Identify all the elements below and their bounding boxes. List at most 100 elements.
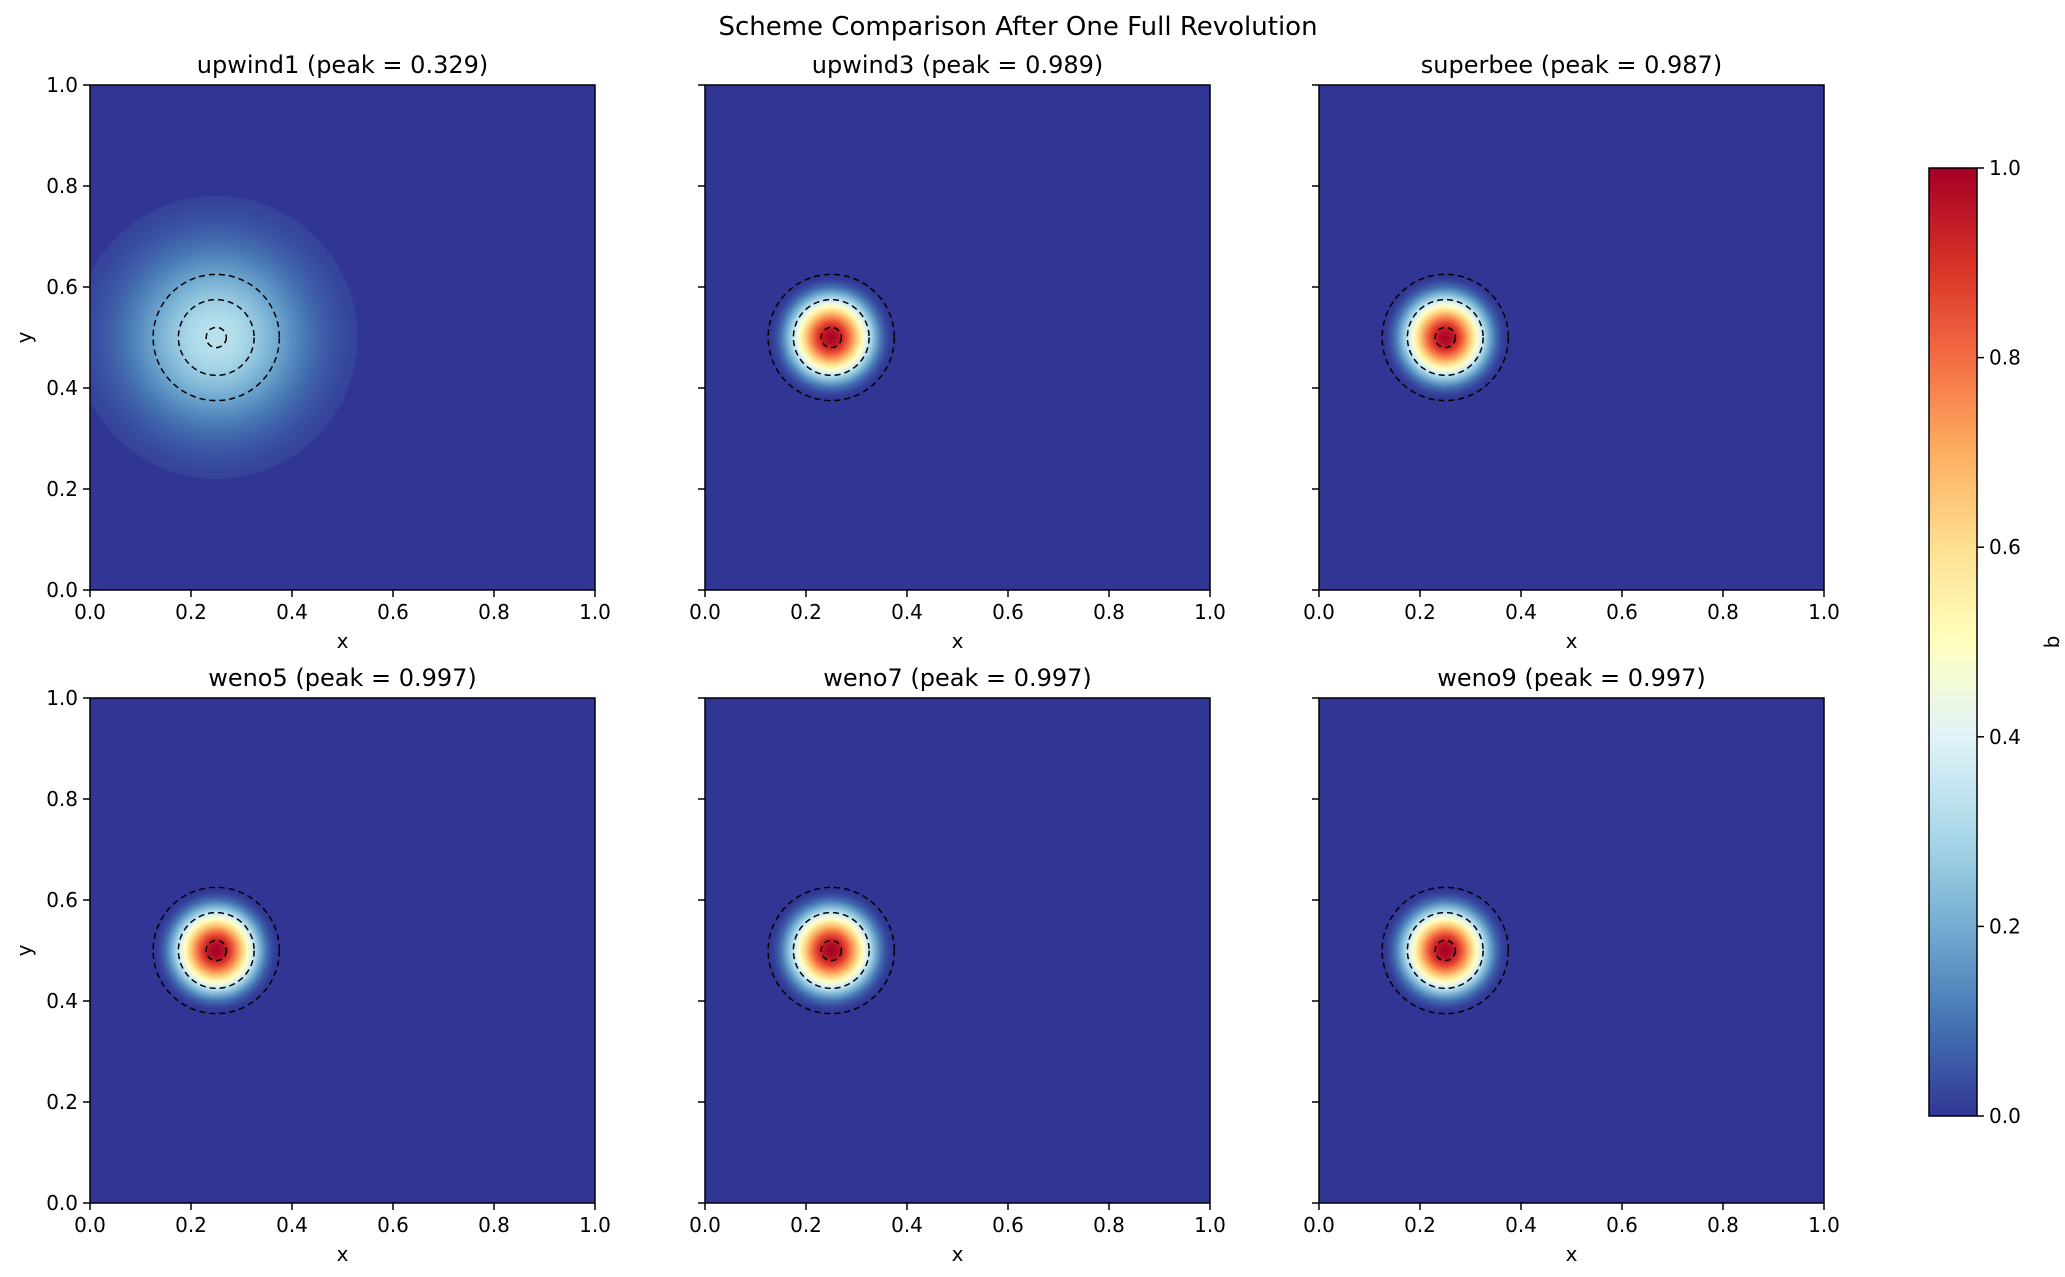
contour-ring-2: [1406, 298, 1484, 377]
x-tick-label: 0.6: [1606, 600, 1638, 624]
field-blob: [90, 196, 358, 479]
contour-ring-3: [1434, 326, 1457, 349]
x-tick-label: 0.4: [1505, 600, 1537, 624]
x-tick-label: 0.0: [74, 600, 106, 624]
figure-title: Scheme Comparison After One Full Revolut…: [718, 12, 1317, 42]
x-tick-label: 0.4: [276, 1213, 308, 1237]
y-tick-label: 1.0: [46, 73, 78, 97]
panel-title: superbee (peak = 0.987): [1421, 51, 1722, 79]
field-blob: [768, 274, 895, 401]
panel-weno7: weno7 (peak = 0.997) 0.0 0.2 0.4 0.6 0.8 1.0 x: [689, 664, 1226, 1266]
y-tick-label: 0.8: [46, 174, 78, 198]
y-tick-label: 0.0: [46, 1191, 78, 1215]
panel-title: weno7 (peak = 0.997): [823, 664, 1092, 692]
panel-upwind3: upwind3 (peak = 0.989) 0.0 0.2 0.4 0.6 0.8 1.0…: [689, 51, 1226, 653]
y-tick-label: 0.4: [46, 376, 78, 400]
x-tick-label: 0.8: [1707, 600, 1739, 624]
x-tick-label: 0.2: [175, 1213, 207, 1237]
colorbar: 0.0 0.2 0.4 0.6 0.8 1.0 q: [1928, 156, 2065, 1128]
contour-ring-1: [1381, 886, 1510, 1015]
x-tick-label: 0.2: [1404, 600, 1436, 624]
panel-title: upwind1 (peak = 0.329): [197, 51, 489, 79]
y-tick-label: 0.6: [46, 275, 78, 299]
x-tick-label: 0.2: [790, 1213, 822, 1237]
y-tick-label: 1.0: [46, 686, 78, 710]
x-tick-label: 0.0: [689, 600, 721, 624]
axes-frame: [704, 84, 1211, 591]
x-axis-label: x: [1566, 629, 1578, 653]
x-tick-label: 0.8: [478, 600, 510, 624]
colorbar-frame: [1928, 167, 1978, 1117]
x-tick-label: 0.2: [1404, 1213, 1436, 1237]
contour-ring-2: [177, 298, 255, 377]
panel-weno9: weno9 (peak = 0.997) 0.0 0.2 0.4 0.6 0.8 1.0 x: [1303, 664, 1840, 1266]
colorbar-tick-label: 0.4: [1989, 725, 2021, 749]
x-tick-label: 0.6: [377, 1213, 409, 1237]
x-tick-label: 1.0: [579, 600, 611, 624]
x-tick-label: 0.0: [74, 1213, 106, 1237]
x-tick-label: 0.0: [689, 1213, 721, 1237]
x-tick-label: 0.4: [891, 600, 923, 624]
x-tick-label: 0.4: [891, 1213, 923, 1237]
panel-upwind1: upwind1 (peak = 0.329) 0.0 0.2 0.4 0.6 0.8 1.0…: [12, 51, 611, 653]
y-tick-label: 0.4: [46, 989, 78, 1013]
x-tick-label: 1.0: [579, 1213, 611, 1237]
x-tick-label: 0.8: [1707, 1213, 1739, 1237]
panel-title: weno5 (peak = 0.997): [208, 664, 477, 692]
y-tick-label: 0.2: [46, 1090, 78, 1114]
axes-frame: [1318, 697, 1825, 1204]
panels: upwind1 (peak = 0.329) 0.0 0.2 0.4 0.6 0.8 1.0…: [12, 51, 1840, 1266]
contour-ring-1: [767, 273, 896, 402]
contour-ring-1: [152, 886, 281, 1015]
colorbar-tick-label: 0.2: [1989, 914, 2021, 938]
panel-title: upwind3 (peak = 0.989): [812, 51, 1104, 79]
field-blob: [768, 887, 895, 1014]
y-tick-label: 0.8: [46, 787, 78, 811]
field-blob: [1382, 274, 1509, 401]
y-axis-label: y: [12, 331, 36, 343]
x-axis-label: x: [1566, 1242, 1578, 1266]
x-tick-label: 0.8: [1093, 600, 1125, 624]
colorbar-tick-label: 0.6: [1989, 535, 2021, 559]
x-tick-label: 0.8: [478, 1213, 510, 1237]
x-tick-label: 0.0: [1303, 1213, 1335, 1237]
x-tick-label: 0.4: [276, 600, 308, 624]
contour-ring-2: [1406, 911, 1484, 990]
contour-ring-3: [820, 939, 843, 962]
y-tick-label: 0.6: [46, 888, 78, 912]
x-tick-label: 1.0: [1194, 600, 1226, 624]
x-tick-label: 0.8: [1093, 1213, 1125, 1237]
contour-ring-2: [177, 911, 255, 990]
x-tick-label: 1.0: [1808, 1213, 1840, 1237]
x-tick-label: 1.0: [1194, 1213, 1226, 1237]
contour-ring-3: [205, 326, 228, 349]
contour-ring-3: [205, 939, 228, 962]
axes-frame: [89, 84, 596, 591]
axes-frame: [1318, 84, 1825, 591]
x-tick-label: 0.6: [992, 600, 1024, 624]
y-axis-label: y: [12, 944, 36, 956]
colorbar-label: q: [2043, 636, 2065, 649]
contour-ring-1: [1381, 273, 1510, 402]
panel-title: weno9 (peak = 0.997): [1437, 664, 1706, 692]
contour-ring-1: [152, 273, 281, 402]
contour-ring-3: [1434, 939, 1457, 962]
x-tick-label: 1.0: [1808, 600, 1840, 624]
field-blob: [1382, 887, 1509, 1014]
y-tick-label: 0.0: [46, 578, 78, 602]
colorbar-tick-label: 0.0: [1989, 1104, 2021, 1128]
y-tick-label: 0.2: [46, 477, 78, 501]
x-tick-label: 0.2: [790, 600, 822, 624]
x-axis-label: x: [337, 629, 349, 653]
x-tick-label: 0.2: [175, 600, 207, 624]
x-axis-label: x: [952, 1242, 964, 1266]
colorbar-gradient: [1929, 168, 1977, 1116]
x-tick-label: 0.6: [377, 600, 409, 624]
contour-ring-1: [767, 886, 896, 1015]
x-tick-label: 0.6: [1606, 1213, 1638, 1237]
x-tick-label: 0.6: [992, 1213, 1024, 1237]
contour-ring-2: [792, 298, 870, 377]
contour-ring-2: [792, 911, 870, 990]
axes-frame: [704, 697, 1211, 1204]
x-tick-label: 0.4: [1505, 1213, 1537, 1237]
